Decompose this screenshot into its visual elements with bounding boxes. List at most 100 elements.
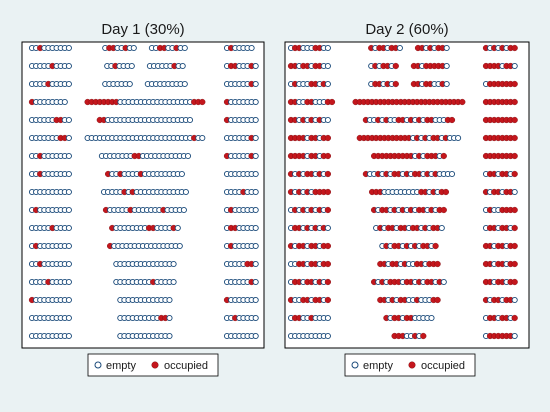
seat-empty-marker	[65, 224, 72, 232]
seat-empty-marker	[324, 314, 331, 322]
seat-empty-marker	[179, 62, 186, 70]
seat-row	[287, 206, 518, 214]
seat-occupied-marker	[511, 206, 518, 214]
seat-empty-marker	[65, 44, 72, 52]
seat-row	[287, 224, 518, 232]
seat-occupied-marker	[324, 242, 332, 250]
seat-empty-marker	[65, 116, 72, 124]
seat-occupied-marker	[434, 296, 441, 304]
seat-empty-marker	[428, 314, 435, 322]
seat-empty-marker	[61, 98, 68, 106]
seat-empty-marker	[130, 44, 137, 52]
seat-empty-marker	[181, 80, 188, 88]
seat-occupied-marker	[392, 80, 399, 88]
seat-empty-marker	[252, 224, 259, 232]
seat-row	[28, 62, 259, 70]
seat-empty-marker	[166, 332, 173, 340]
seat-occupied-marker	[440, 206, 447, 214]
seat-empty-marker	[252, 242, 259, 250]
seat-empty-marker	[252, 134, 259, 142]
seat-empty-marker	[65, 296, 72, 304]
seat-occupied-marker	[420, 332, 427, 340]
seat-empty-marker	[65, 260, 72, 268]
seat-empty-marker	[65, 80, 72, 88]
seat-empty-marker	[252, 332, 259, 340]
seat-empty-marker	[248, 44, 255, 52]
seat-empty-marker	[176, 242, 183, 250]
legend-occupied-label: occupied	[421, 360, 465, 372]
seat-empty-marker	[443, 62, 450, 70]
seat-occupied-marker	[511, 152, 518, 160]
seat-empty-marker	[199, 134, 206, 142]
seat-row	[28, 98, 259, 106]
seat-empty-marker	[252, 260, 259, 268]
plot-area	[284, 41, 530, 349]
seat-occupied-marker	[324, 188, 332, 196]
seat-occupied-marker	[324, 134, 332, 142]
seat-occupied-marker	[442, 188, 450, 196]
seat-row	[28, 260, 259, 268]
seat-empty-marker	[448, 170, 456, 178]
seat-empty-marker	[443, 44, 450, 52]
seat-empty-marker	[65, 278, 72, 286]
seat-row	[287, 170, 518, 178]
seat-row	[28, 278, 259, 286]
seat-row	[287, 188, 518, 196]
seat-empty-marker	[126, 80, 133, 88]
seat-occupied-marker	[511, 242, 518, 250]
seat-occupied-marker	[448, 116, 456, 124]
seat-occupied-marker	[511, 44, 518, 52]
seat-empty-marker	[65, 332, 72, 340]
seat-row	[287, 260, 518, 268]
legend-occupied-marker	[151, 361, 159, 369]
seat-row	[28, 188, 259, 196]
seat-empty-marker	[65, 242, 72, 250]
seat-empty-marker	[170, 278, 177, 286]
seat-occupied-marker	[328, 98, 336, 106]
seat-empty-marker	[324, 332, 331, 340]
seat-empty-marker	[511, 296, 518, 304]
seat-empty-marker	[324, 116, 331, 124]
seat-occupied-marker	[324, 170, 332, 178]
seat-empty-marker	[252, 278, 259, 286]
seat-row	[287, 152, 518, 160]
plot-area	[21, 41, 265, 349]
seat-empty-marker	[182, 188, 189, 196]
seat-empty-marker	[443, 80, 450, 88]
seat-empty-marker	[174, 224, 181, 232]
seat-row	[28, 116, 259, 124]
seat-occupied-marker	[511, 278, 518, 286]
seat-empty-marker	[65, 62, 72, 70]
seat-occupied-marker	[199, 98, 206, 106]
seat-empty-marker	[324, 80, 331, 88]
seat-empty-marker	[166, 296, 173, 304]
panel-1: Day 1 (30%) empty occupied	[21, 21, 265, 377]
seat-row	[287, 98, 518, 106]
seat-empty-marker	[178, 170, 185, 178]
seat-occupied-marker	[324, 152, 332, 160]
seat-row	[287, 62, 518, 70]
panel-title: Day 2 (60%)	[365, 21, 448, 38]
seat-empty-marker	[324, 224, 331, 232]
seat-occupied-marker	[440, 152, 447, 160]
legend-occupied-marker	[408, 361, 416, 369]
seat-occupied-marker	[434, 260, 441, 268]
seat-empty-marker	[128, 62, 135, 70]
panel-2: Day 2 (60%) empty occupied	[284, 21, 530, 377]
seat-occupied-marker	[511, 134, 518, 142]
seat-empty-marker	[252, 314, 259, 322]
seat-empty-marker	[65, 206, 72, 214]
seat-occupied-marker	[511, 260, 518, 268]
seat-empty-marker	[252, 188, 259, 196]
seat-row	[287, 242, 518, 250]
seat-empty-marker	[186, 116, 194, 124]
seat-row	[287, 278, 518, 286]
seat-empty-marker	[65, 134, 72, 142]
seat-occupied-marker	[324, 278, 332, 286]
seat-empty-marker	[324, 62, 331, 70]
seat-occupied-marker	[511, 98, 518, 106]
seat-empty-marker	[252, 152, 259, 160]
seat-empty-marker	[511, 188, 518, 196]
